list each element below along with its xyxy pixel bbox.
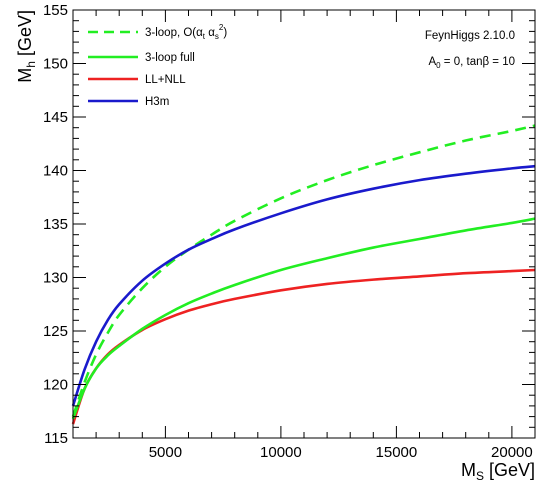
x-tick-label: 10000: [260, 444, 302, 461]
legend: 3-loop, O(αt αs2) 3-loop full LL+NLL H3m: [88, 23, 227, 108]
legend-label-3loop-partial-mid: α: [205, 27, 215, 39]
y-axis-title-main: M: [15, 68, 35, 83]
annotation-parameters-a: A: [428, 56, 436, 68]
legend-label-3loop-partial: 3-loop, O(αt αs2): [145, 23, 227, 41]
series-line-3loop-full: [71, 217, 536, 420]
legend-label-3loop-partial-sub1: t: [203, 32, 206, 41]
y-tick-label: 115: [44, 430, 68, 447]
x-axis-title-sub: S: [476, 469, 484, 483]
annotation-program-version: FeynHiggs 2.10.0: [425, 30, 515, 42]
annotation-parameters: A0 = 0, tanβ = 10: [428, 56, 515, 70]
y-tick-label: 150: [43, 56, 68, 73]
annotations: FeynHiggs 2.10.0 A0 = 0, tanβ = 10: [425, 30, 515, 70]
y-tick-label: 155: [43, 2, 68, 19]
annotation-parameters-sub: 0: [436, 61, 441, 70]
legend-label-3loop-full: 3-loop full: [145, 52, 195, 64]
ticks-layer: [72, 9, 536, 439]
legend-label-llnll: LL+NLL: [145, 74, 186, 86]
x-axis-title-main: M: [461, 460, 476, 480]
annotation-parameters-rest: = 0, tanβ = 10: [441, 56, 515, 68]
legend-label-3loop-partial-post: ): [223, 27, 227, 39]
y-tick-label: 130: [43, 270, 68, 287]
y-tick-label: 140: [43, 163, 68, 180]
x-tick-label: 20000: [491, 444, 533, 461]
y-tick-label: 135: [43, 216, 68, 233]
legend-label-3loop-partial-pre: 3-loop, O(α: [145, 27, 203, 39]
x-axis-title-unit: [GeV]: [484, 460, 535, 480]
series-line-h3m: [71, 164, 536, 407]
tick-labels-layer: 5000 10000 15000 20000 115 120 125 130 135 140 145…: [43, 2, 533, 461]
legend-label-3loop-partial-sub2: s: [215, 32, 219, 41]
y-axis-title-unit: [GeV]: [15, 10, 35, 61]
series-line-3loop-partial: [71, 124, 536, 418]
x-tick-label: 5000: [149, 444, 182, 461]
series-layer: [71, 124, 536, 425]
legend-label-3loop-partial-sup: 2: [219, 23, 224, 32]
y-tick-label: 125: [43, 323, 68, 340]
y-axis-title-sub: h: [24, 61, 38, 68]
y-axis-title: Mh [GeV]: [15, 10, 38, 83]
y-tick-label: 120: [43, 377, 68, 394]
x-tick-label: 15000: [376, 444, 418, 461]
y-tick-label: 145: [43, 109, 68, 126]
legend-label-h3m: H3m: [145, 96, 169, 108]
x-axis-title: MS [GeV]: [461, 460, 535, 483]
